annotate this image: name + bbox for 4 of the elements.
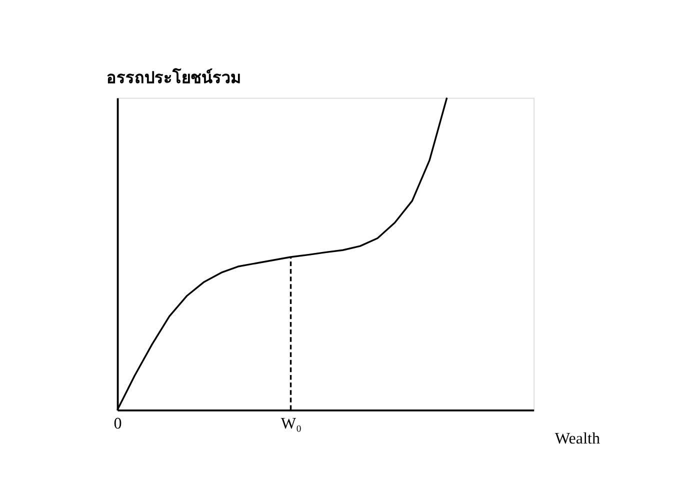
x-tick-label: W₀ [280,415,302,432]
x-axis-title: Wealth [554,430,600,448]
x-tick-label: 0 [114,415,122,432]
y-axis-title: อรรถประโยชน์รวม [106,67,242,88]
